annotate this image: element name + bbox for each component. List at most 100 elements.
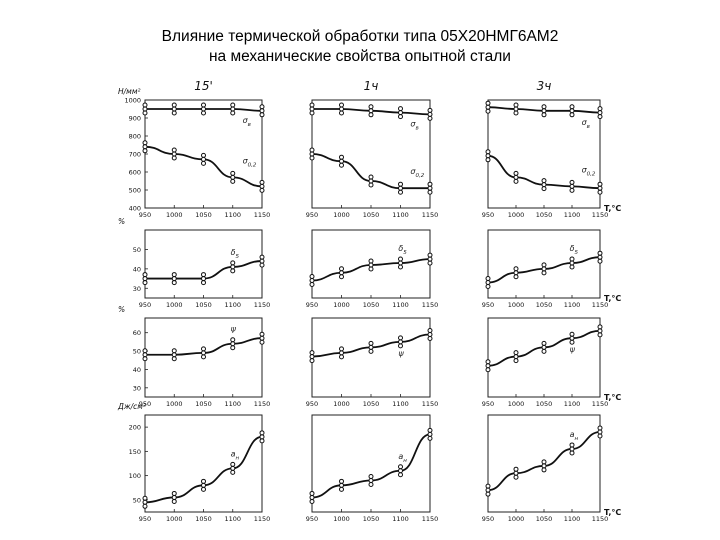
x-tick-label-r2c3: 1000 [508,301,525,309]
y-tick-label-r4c1: 100 [129,472,141,480]
data-point-r2c1-s1 [230,260,236,266]
data-point-r1c2-s1 [339,106,344,112]
data-point-r3c2-s1 [309,350,315,356]
data-point-r2c2-s1 [339,274,344,280]
data-point-r1c1-s1 [230,102,236,108]
data-point-r1c1-s1 [171,102,177,108]
data-point-r1c1-s2 [259,187,265,193]
data-point-r2c3-s1 [541,262,547,268]
data-point-r4c1-s1 [142,503,148,509]
series-line-r4c2-s1 [311,433,431,499]
x-tick-label-r3c2: 1000 [333,400,350,408]
y-tick-label-r1c1: 500 [129,187,141,195]
data-point-r4c1-s1 [142,499,148,505]
x-tick-label-r4c1: 950 [139,515,151,523]
data-point-r3c1-s1 [171,356,177,362]
series-line-r1c1-s2 [144,145,263,188]
data-point-r2c1-s1 [142,272,148,278]
data-point-r2c1-s1 [230,268,236,274]
panel-frame-r4c1 [144,414,263,513]
data-point-r1c3-s2 [513,178,519,184]
y-tick-label-r1c1: 700 [129,151,141,159]
data-point-r1c2-s1 [368,112,374,118]
data-point-r3c2-s1 [339,346,344,352]
data-point-r2c1-s1 [171,280,177,286]
y-tick-label-r1c1: 900 [129,115,141,123]
data-point-r1c3-s2 [541,186,547,192]
data-point-r1c1-s1 [142,102,148,108]
data-point-r2c2-s1 [398,264,403,270]
data-point-r1c1-s1 [259,108,265,114]
data-point-r1c3-s1 [597,114,603,120]
y-unit-label-row-4: Дж/см² [117,402,146,411]
series-line-r4c1-s1 [144,435,263,504]
data-point-r4c3-s1 [597,433,603,439]
data-point-r4c2-s1 [309,498,315,504]
x-tick-label-r3c1: 1150 [254,400,271,408]
data-point-r1c3-s2 [569,179,575,185]
data-point-r3c1-s1 [259,331,265,337]
data-point-r1c3-s2 [485,153,491,159]
data-point-r3c2-s1 [427,332,433,338]
x-tick-label-r2c2: 1150 [422,301,439,309]
series-label-r2c2-s1: δ5 [398,244,407,256]
data-point-r4c1-s1 [259,430,265,436]
data-point-r1c2-s1 [339,110,344,116]
x-tick-label-r4c3: 1150 [592,515,609,523]
data-point-r4c3-s1 [541,459,547,465]
data-point-r4c2-s1 [309,494,315,500]
x-tick-label-r2c1: 1100 [224,301,241,309]
data-point-r2c1-s1 [259,258,265,264]
data-point-r2c3-s1 [485,275,491,281]
data-point-r4c1-s1 [259,438,265,444]
data-point-r1c2-s2 [339,154,344,160]
data-point-r1c2-s1 [398,106,403,112]
data-point-r2c2-s1 [398,256,403,262]
data-point-r2c1-s1 [171,272,177,278]
data-point-r4c2-s1 [398,468,403,474]
data-point-r3c2-s1 [368,348,374,354]
data-point-r1c2-s2 [309,155,315,161]
data-point-r1c3-s2 [597,181,603,187]
data-point-r4c1-s1 [230,469,236,475]
x-tick-label-r4c2: 1050 [363,515,380,523]
x-tick-label-r3c1: 1100 [224,400,241,408]
x-tick-label-r1c3: 950 [482,211,494,219]
data-point-r1c1-s1 [171,106,177,112]
data-point-r4c3-s1 [569,442,575,448]
data-point-r4c3-s1 [485,483,491,489]
data-point-r3c3-s1 [513,354,519,360]
data-point-r1c2-s1 [309,110,315,116]
x-tick-label-r2c2: 1000 [333,301,350,309]
data-point-r3c3-s1 [485,367,491,373]
data-point-r4c3-s1 [569,446,575,452]
y-tick-label-r3c1: 30 [133,384,141,392]
data-point-r1c1-s1 [171,110,177,116]
data-point-r2c2-s1 [309,274,315,280]
data-point-r2c2-s1 [368,262,374,268]
data-point-r1c2-s2 [398,185,403,191]
data-point-r2c2-s1 [398,260,403,266]
x-tick-label-r4c3: 1100 [564,515,581,523]
data-point-r1c3-s2 [541,178,547,184]
data-point-r1c3-s1 [569,104,575,110]
data-point-r3c1-s1 [259,339,265,345]
series-label-r3c3-s1: ψ [570,345,576,354]
data-point-r2c3-s1 [569,264,575,270]
data-point-r1c1-s2 [171,155,177,161]
data-point-r1c2-s1 [427,107,433,113]
panel-frame-r3c3 [487,317,601,398]
data-point-r1c1-s1 [230,106,236,112]
x-tick-label-r3c2: 950 [306,400,318,408]
y-tick-label-r2c1: 40 [133,265,141,273]
x-tick-label-r1c1: 1150 [254,211,271,219]
data-point-r4c1-s1 [142,495,148,501]
data-point-r2c1-s1 [230,264,236,270]
data-point-r1c2-s2 [368,182,374,188]
x-tick-label-r1c2: 1100 [392,211,409,219]
data-point-r3c3-s1 [597,324,603,330]
data-point-r3c2-s1 [339,354,344,360]
data-point-r2c3-s1 [485,283,491,289]
data-point-r4c3-s1 [513,466,519,472]
data-point-r1c1-s2 [142,148,148,154]
